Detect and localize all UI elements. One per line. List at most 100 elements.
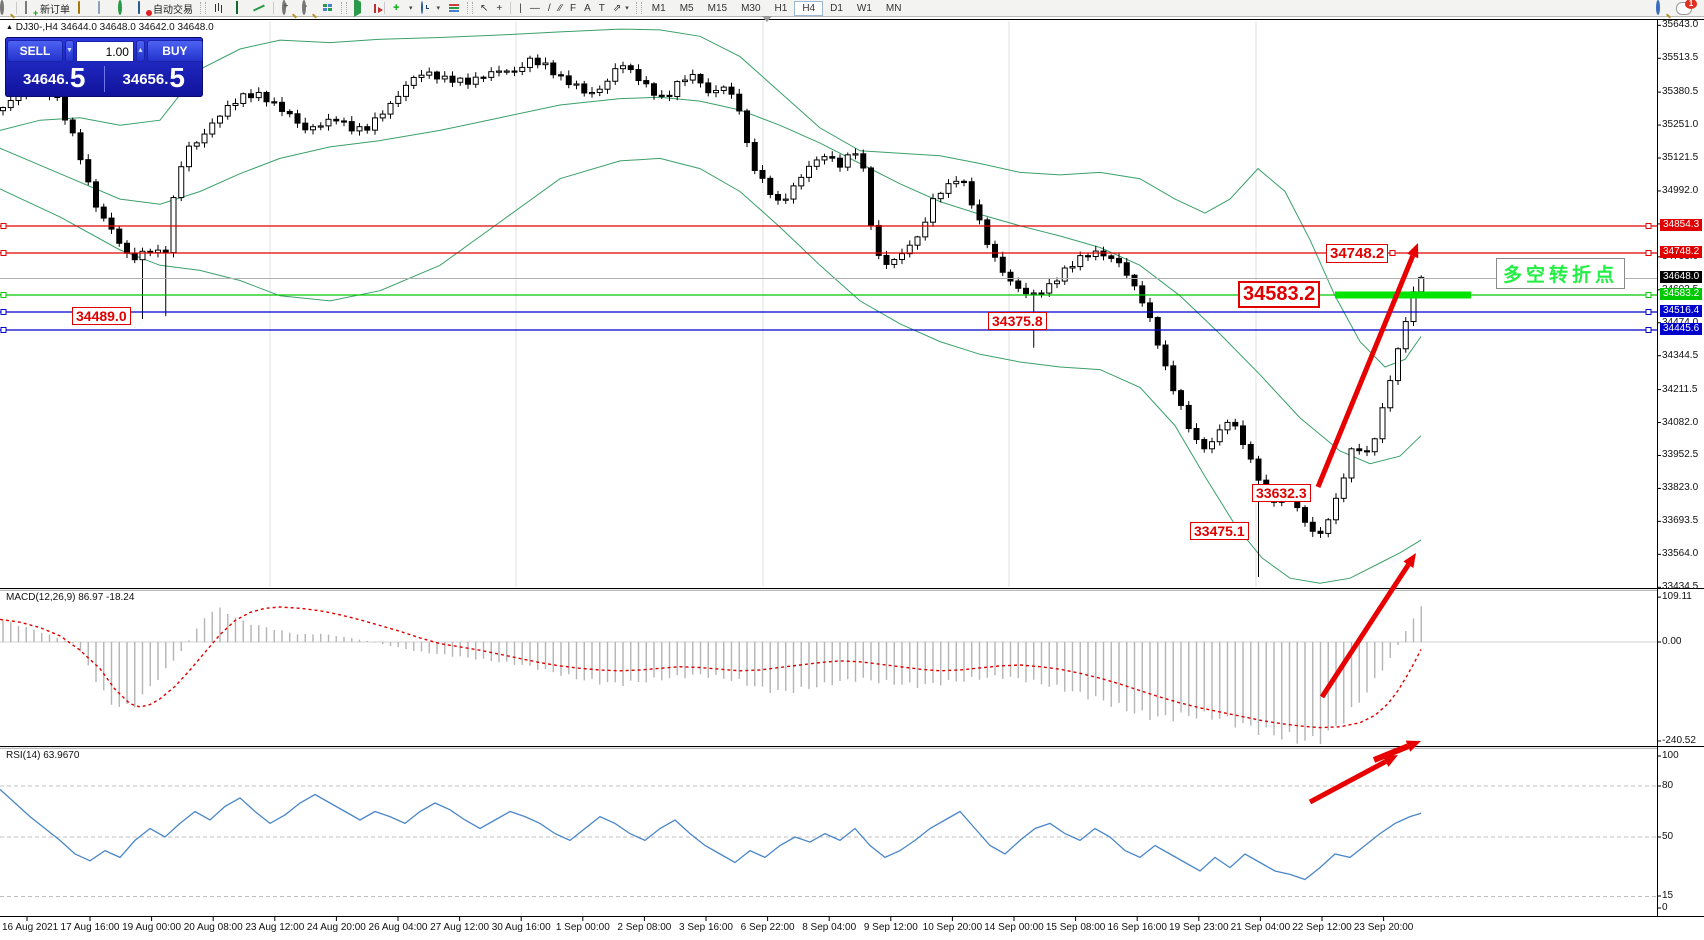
timeframe-button-m5[interactable]: M5 [679, 2, 694, 14]
templates-button[interactable] [444, 1, 464, 16]
price-tick: 35121.5 [1662, 152, 1699, 163]
toolbar-grip [200, 2, 206, 14]
timeframe-button-w1[interactable]: W1 [856, 2, 872, 14]
level-price-label: 34445.6 [1660, 322, 1703, 335]
time-label: 14 Sep 00:00 [984, 922, 1044, 933]
auto-trading-label: 自动交易 [153, 4, 193, 16]
timeframe-button-mn[interactable]: MN [885, 2, 902, 14]
market-watch-button[interactable] [74, 1, 94, 16]
time-label: 16 Aug 2021 [2, 922, 59, 933]
time-label: 19 Aug 00:00 [122, 922, 182, 933]
price-tick: 35380.5 [1662, 86, 1699, 98]
time-label: 1 Sep 00:00 [555, 922, 610, 933]
sell-price[interactable]: 34646. 5 [5, 63, 104, 95]
fibonacci-icon: F [570, 2, 577, 14]
timeframe-button-d1[interactable]: D1 [830, 2, 843, 14]
trend-arrow-head [1405, 740, 1421, 752]
price-tick: 35513.5 [1662, 52, 1699, 64]
price-callout[interactable]: 34375.8 [988, 312, 1047, 330]
fibonacci-tool-button[interactable]: F [566, 1, 580, 16]
macd-pane [0, 606, 1657, 745]
notifications-button[interactable]: 1 [1672, 0, 1697, 16]
collapse-marker-icon[interactable]: ▲ [6, 24, 13, 31]
trend-arrow [1319, 563, 1411, 699]
time-label: 23 Aug 12:00 [245, 922, 305, 933]
vertical-line-tool-button[interactable]: | [515, 1, 526, 16]
price-tick: 35251.0 [1662, 119, 1699, 131]
new-order-label: 新订单 [40, 4, 70, 16]
text-label-tool-button[interactable]: T [595, 1, 609, 16]
periods-button[interactable]: ▾ [417, 1, 445, 16]
tile-windows-button[interactable] [318, 1, 338, 16]
timeframe-button-m1[interactable]: M1 [651, 2, 666, 14]
trend-arrow [1308, 759, 1387, 805]
level-price-label: 34748.2 [1660, 245, 1703, 258]
level-price-label: 34583.2 [1660, 287, 1703, 300]
buy-button[interactable]: BUY [146, 40, 203, 62]
price-callout[interactable]: 34748.2 [1326, 244, 1389, 263]
time-label: 3 Sep 16:00 [679, 922, 733, 933]
volume-input[interactable] [75, 40, 134, 62]
time-label: 10 Sep 20:00 [922, 922, 983, 933]
cursor-tool-button[interactable]: ↖ [476, 1, 492, 16]
zoom-in-button[interactable]: + [278, 0, 298, 16]
channel-tool-button[interactable]: ∕∕ [555, 1, 566, 16]
price-tick: 33564.0 [1662, 548, 1699, 560]
periods-clock-icon [420, 1, 433, 14]
trendline-icon: / [547, 2, 551, 14]
main-pane [0, 21, 1425, 587]
price-callout[interactable]: 34583.2 [1238, 281, 1321, 308]
horizontal-line-icon: — [529, 2, 540, 14]
price-callout[interactable]: 33475.1 [1190, 522, 1249, 540]
new-order-button[interactable]: + 新订单 [21, 1, 74, 18]
arrows-tool-button[interactable]: ⇗ ▾ [612, 2, 629, 14]
rsi-tick: 15 [1662, 890, 1674, 901]
candlestick-icon [233, 1, 245, 14]
buy-price[interactable]: 34656. 5 [105, 63, 204, 95]
rsi-tick: 50 [1662, 831, 1674, 842]
level-price-label: 34516.4 [1660, 304, 1703, 317]
candlestick-chart-button[interactable] [229, 1, 249, 16]
level-price-label: 34648.0 [1660, 271, 1703, 284]
price-callout[interactable]: 34489.0 [72, 307, 131, 325]
timeframe-button-h4[interactable]: H4 [794, 0, 824, 16]
volume-increase-button[interactable]: ▲ [135, 40, 145, 62]
price-tick: 34992.0 [1662, 184, 1699, 196]
price-callout[interactable]: 33632.3 [1252, 484, 1311, 502]
auto-trading-icon [138, 1, 150, 14]
indicators-button[interactable]: + ▾ [393, 2, 413, 14]
channel-icon: ∕∕ [558, 2, 562, 14]
sell-price-main: 34646. [23, 71, 69, 88]
text-tool-button[interactable]: A [580, 1, 595, 16]
chart-shift-button[interactable] [370, 1, 383, 16]
price-tick: 34211.5 [1662, 383, 1698, 395]
auto-trading-button[interactable]: 自动交易 [134, 1, 197, 16]
price-divider [103, 66, 105, 92]
time-label: 20 Aug 08:00 [183, 922, 243, 933]
horizontal-line-tool-button[interactable]: — [526, 1, 544, 16]
sell-button[interactable]: SELL [7, 40, 63, 62]
crosshair-tool-button[interactable]: + [492, 1, 506, 16]
macd-tick: 109.11 [1662, 591, 1692, 603]
volume-decrease-button[interactable]: ▼ [65, 40, 74, 62]
trendline-tool-button[interactable]: / [544, 1, 555, 16]
bar-chart-button[interactable] [209, 1, 229, 16]
highlight-level-bar [1335, 291, 1471, 299]
zoom-out-button[interactable]: - [298, 0, 318, 16]
chat-bubble-icon: 1 [1676, 0, 1697, 15]
annotation-turning-point[interactable]: 多空转折点 [1496, 258, 1626, 289]
tile-windows-icon [322, 2, 334, 14]
time-label: 23 Sep 20:00 [1353, 922, 1414, 933]
data-window-button[interactable] [94, 1, 114, 16]
timeframe-group: M1 M5 M15 M30 H1 H4 D1 W1 MN [645, 0, 909, 16]
candlesticks [0, 54, 1425, 577]
buy-price-main: 34656. [122, 71, 169, 88]
timeframe-button-m15[interactable]: M15 [707, 2, 728, 14]
price-tick: 35643.0 [1662, 19, 1699, 31]
timeframe-button-h1[interactable]: H1 [774, 2, 788, 14]
time-label: 15 Sep 08:00 [1045, 922, 1106, 933]
timeframe-button-m30[interactable]: M30 [741, 2, 761, 14]
price-tick: 33952.5 [1662, 449, 1699, 461]
